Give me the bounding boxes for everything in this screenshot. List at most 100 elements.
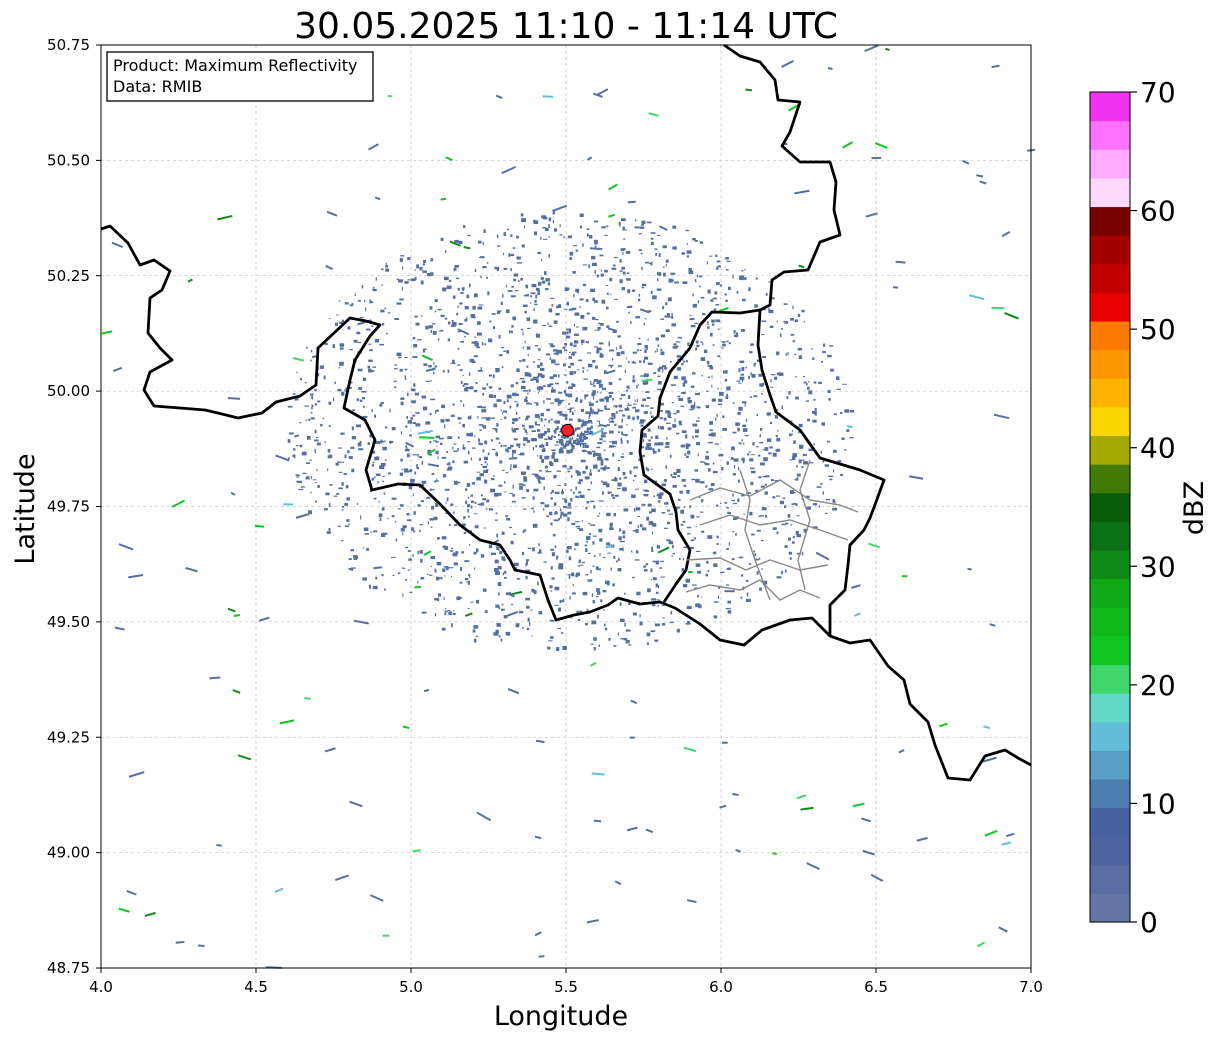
echo-pixel (590, 383, 594, 385)
echo-pixel (569, 437, 572, 441)
echo-streak (476, 811, 492, 822)
echo-pixel (713, 601, 719, 603)
echo-pixel (437, 456, 439, 459)
echo-pixel (583, 378, 588, 380)
echo-pixel (662, 306, 665, 310)
echo-pixel (750, 481, 754, 486)
echo-pixel (563, 374, 567, 376)
echo-pixel (566, 449, 571, 454)
echo-pixel (478, 443, 484, 446)
colorbar-swatch (1090, 864, 1130, 894)
echo-pixel (682, 382, 686, 387)
echo-pixel (476, 599, 479, 604)
echo-pixel (572, 245, 578, 247)
echo-pixel (477, 240, 482, 244)
echo-pixel (306, 462, 311, 464)
echo-pixel (416, 264, 419, 269)
echo-pixel (562, 464, 567, 468)
echo-pixel (665, 410, 671, 414)
echo-pixel (520, 213, 524, 217)
echo-streak (535, 739, 545, 744)
echo-pixel (372, 461, 375, 464)
echo-pixel (599, 354, 604, 358)
echo-pixel (435, 503, 439, 507)
echo-pixel (668, 316, 673, 318)
echo-pixel (439, 442, 443, 445)
echo-pixel (697, 453, 699, 457)
echo-pixel (398, 572, 401, 575)
echo-pixel (502, 572, 504, 576)
echo-pixel (801, 466, 804, 468)
echo-pixel (653, 495, 655, 497)
echo-pixel (506, 228, 509, 231)
echo-streak (294, 434, 300, 438)
echo-pixel (626, 278, 631, 281)
echo-pixel (762, 356, 767, 358)
echo-pixel (585, 340, 589, 343)
echo-streak (648, 112, 659, 117)
echo-pixel (405, 546, 409, 549)
echo-pixel (345, 485, 349, 489)
echo-pixel (661, 483, 667, 487)
echo-pixel (526, 489, 530, 493)
echo-streak (718, 307, 729, 313)
echo-pixel (444, 612, 447, 615)
echo-pixel (427, 273, 432, 277)
echo-streak (641, 378, 653, 382)
echo-pixel (552, 349, 558, 352)
echo-pixel (447, 338, 450, 342)
echo-streak (185, 567, 198, 573)
echo-streak (114, 626, 125, 631)
echo-pixel (689, 315, 692, 317)
echo-pixel (453, 450, 457, 453)
echo-pixel (435, 450, 439, 455)
echo-pixel (445, 501, 447, 505)
echo-pixel (525, 284, 528, 287)
echo-streak (895, 260, 906, 264)
echo-pixel (468, 573, 471, 577)
echo-pixel (611, 479, 614, 481)
colorbar-tick-label: 30 (1140, 550, 1176, 583)
echo-pixel (381, 533, 386, 537)
echo-pixel (650, 237, 654, 240)
echo-pixel (727, 600, 731, 604)
echo-pixel (672, 225, 677, 229)
echo-pixel (473, 625, 479, 629)
echo-pixel (590, 425, 593, 429)
echo-pixel (646, 348, 648, 351)
echo-pixel (765, 483, 767, 486)
echo-pixel (300, 486, 305, 488)
echo-pixel (609, 277, 613, 282)
echo-pixel (562, 447, 566, 449)
echo-pixel (501, 366, 504, 368)
echo-pixel (375, 277, 377, 281)
echo-pixel (700, 499, 704, 502)
echo-pixel (578, 359, 583, 362)
echo-pixel (460, 567, 462, 571)
echo-pixel (442, 287, 447, 292)
echo-pixel (683, 360, 686, 363)
echo-pixel (610, 567, 612, 571)
echo-pixel (721, 467, 724, 471)
echo-pixel (680, 405, 685, 407)
echo-pixel (594, 239, 598, 244)
echo-pixel (708, 433, 712, 436)
echo-streak (991, 64, 1000, 69)
echo-pixel (523, 444, 526, 446)
echo-pixel (496, 492, 502, 496)
echo-pixel (608, 343, 611, 347)
echo-pixel (375, 576, 378, 580)
echo-pixel (617, 482, 622, 487)
echo-pixel (574, 399, 578, 402)
echo-pixel (567, 440, 572, 445)
echo-pixel (480, 304, 484, 306)
echo-pixel (591, 255, 596, 260)
echo-streak (627, 200, 636, 204)
echo-pixel (645, 446, 648, 450)
echo-pixel (401, 567, 404, 569)
echo-pixel (748, 289, 751, 292)
echo-pixel (431, 505, 435, 510)
echo-pixel (554, 444, 560, 446)
echo-pixel (724, 293, 727, 296)
echo-pixel (395, 538, 398, 542)
